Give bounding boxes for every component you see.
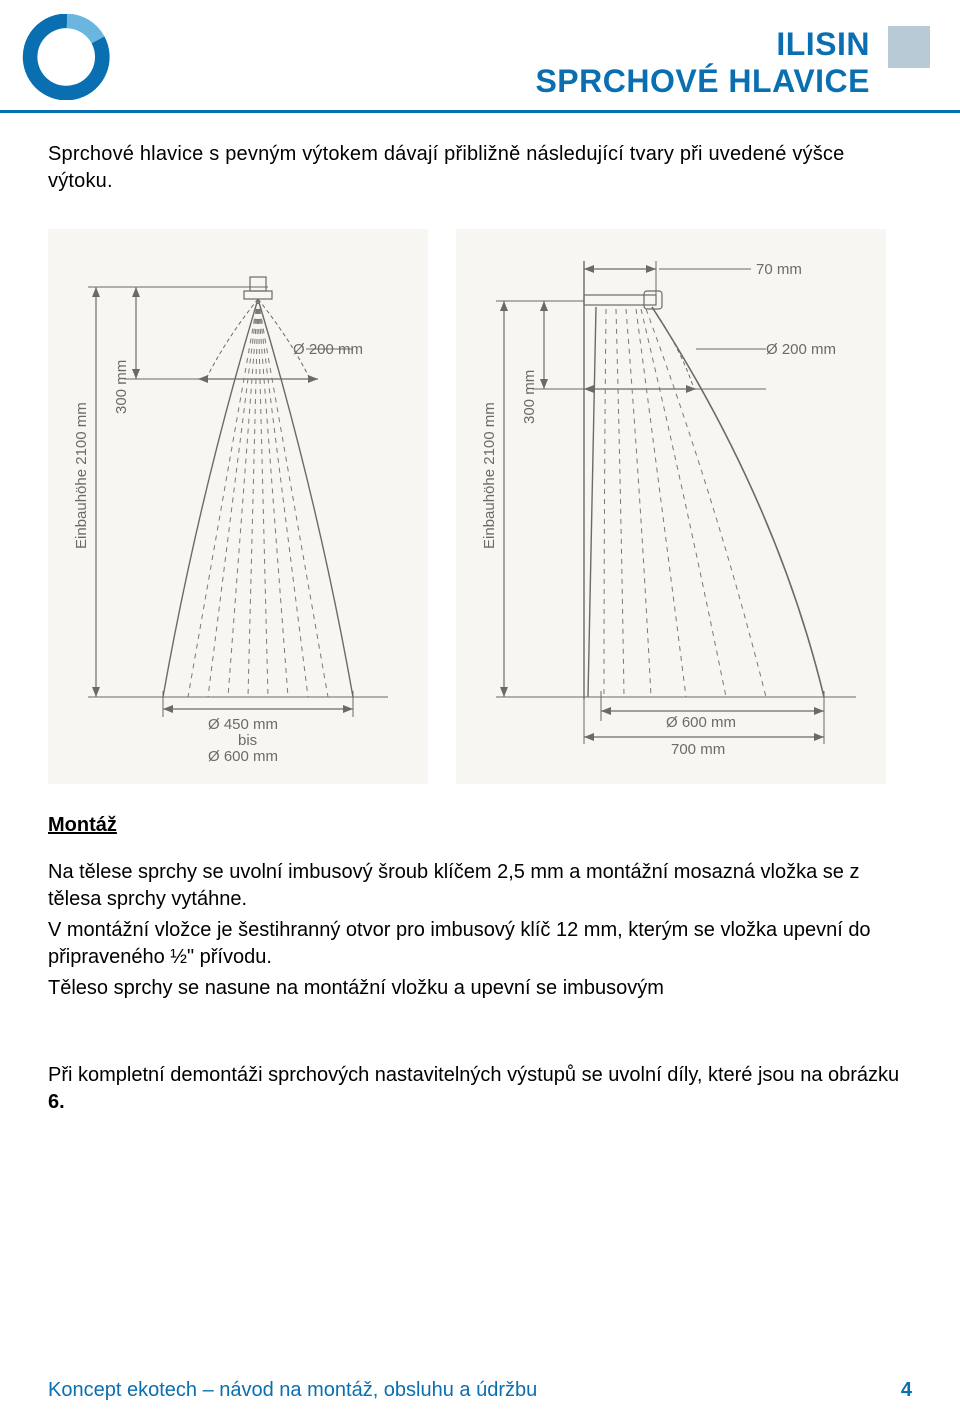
brand-logo xyxy=(22,14,112,100)
page-footer: Koncept ekotech – návod na montáž, obslu… xyxy=(48,1379,912,1402)
d1-vlabel2: 300 mm xyxy=(113,360,130,414)
paragraph-3: Těleso sprchy se nasune na montážní vlož… xyxy=(48,975,912,1002)
d1-vlabel1: Einbauhöhe 2100 mm xyxy=(73,402,90,549)
paragraph-1: Na tělese sprchy se uvolní imbusový šrou… xyxy=(48,859,912,913)
footer-rest: – návod na montáž, obsluhu a údržbu xyxy=(197,1379,537,1401)
header-title-1: ILISIN xyxy=(112,26,870,63)
d2-b-w: 700 mm xyxy=(671,741,725,758)
footer-brand1: Koncept xyxy=(48,1379,127,1401)
footer-text: Koncept ekotech – návod na montáž, obslu… xyxy=(48,1379,901,1402)
d2-top-dia: Ø 200 mm xyxy=(766,341,836,358)
header-title-2: SPRCHOVÉ HLAVICE xyxy=(112,63,870,100)
d2-vlabel2: 300 mm xyxy=(521,370,538,424)
header-titles: ILISIN SPRCHOVÉ HLAVICE xyxy=(112,18,870,100)
d1-b2: bis xyxy=(238,732,257,749)
d1-top-dia: Ø 200 mm xyxy=(293,341,363,358)
intro-paragraph: Sprchové hlavice s pevným výtokem dávají… xyxy=(48,141,912,195)
d2-vlabel1: Einbauhöhe 2100 mm xyxy=(481,402,498,549)
diagram-left: Einbauhöhe 2100 mm 300 mm Ø 200 mm xyxy=(48,229,428,784)
page-number: 4 xyxy=(901,1379,912,1402)
paragraph-4-text: Při kompletní demontáži sprchových nasta… xyxy=(48,1064,899,1086)
d1-b3: Ø 600 mm xyxy=(208,748,278,765)
paragraph-4: Při kompletní demontáži sprchových nasta… xyxy=(48,1062,912,1116)
footer-brand2: ekotech xyxy=(127,1379,197,1401)
page-header: ILISIN SPRCHOVÉ HLAVICE xyxy=(0,0,960,113)
paragraph-2: V montážní vložce je šestihranný otvor p… xyxy=(48,917,912,971)
page-content: Sprchové hlavice s pevným výtokem dávají… xyxy=(0,113,960,1116)
diagram-row: Einbauhöhe 2100 mm 300 mm Ø 200 mm xyxy=(48,229,912,784)
d2-b-dia: Ø 600 mm xyxy=(666,714,736,731)
diagram-right: Einbauhöhe 2100 mm 300 mm 70 mm xyxy=(456,229,886,784)
d1-b1: Ø 450 mm xyxy=(208,716,278,733)
d2-top-w: 70 mm xyxy=(756,261,802,278)
paragraph-4-bold: 6. xyxy=(48,1091,65,1113)
section-heading: Montáž xyxy=(48,814,912,837)
header-badge xyxy=(888,26,930,68)
